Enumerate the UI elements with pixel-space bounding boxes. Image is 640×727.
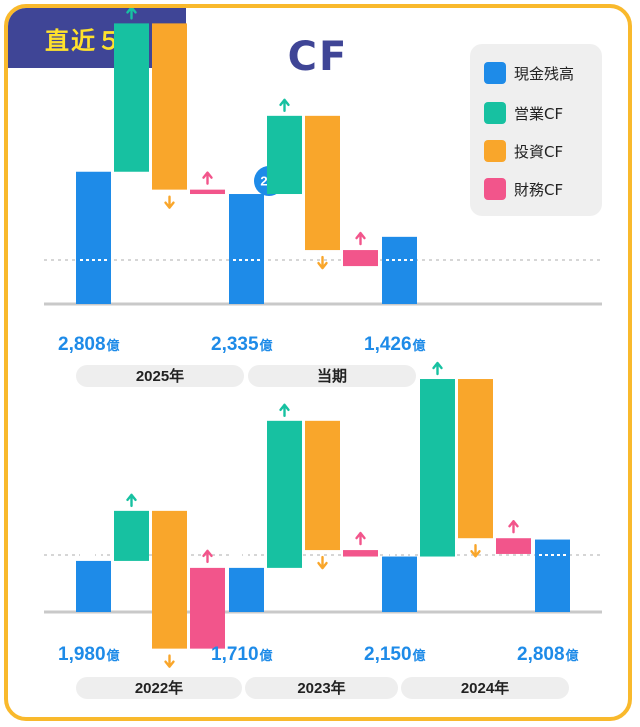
cash-bar [229,194,264,304]
legend-item-investing: 投資CF [484,140,563,162]
period-pill [76,365,244,387]
investing-arrow [317,255,328,270]
operating-bar [267,420,302,568]
chart-title: CF [287,34,349,80]
financing-bar [343,250,378,267]
legend-label-investing: 投資CF [514,142,564,161]
financing-arrow [202,549,213,564]
financing-arrow [355,531,366,546]
legend-label-operating: 営業CF [514,104,564,123]
financing-arrow [202,171,213,185]
operating-bar [420,379,455,557]
panel-2: 1,980億 2022年 1,710億 2023年 2,150億 2024年 2,808億 [44,379,602,699]
operating-arrow-shape [126,8,137,20]
financing-arrow [508,520,519,534]
cash-value-label: 2,808億 [58,334,120,355]
financing-bar [343,550,378,557]
cash-bar [382,556,417,612]
cash-value-label: 1,426億 [364,334,426,355]
operating-arrow-shape [279,98,290,113]
operating-arrow-shape [279,403,290,418]
unit-label: 億 [107,338,120,353]
unit-label: 億 [260,648,273,663]
period-label: 当期 [317,367,347,385]
legend-swatch-financing [484,178,506,200]
investing-bar [458,379,493,539]
unit-label: 億 [413,648,426,663]
period-label: 2022年 [135,679,183,697]
investing-bar [305,115,340,251]
investing-arrow-shape [164,195,175,209]
waterfall-chart: 2,808億2025年2,335億2Q当期1,426億1,980億2022年1,… [44,8,602,699]
unit-label: 億 [566,648,579,663]
legend-label-financing: 財務CF [514,180,564,199]
financing-arrow-shape [355,231,366,246]
investing-arrow-shape [317,555,328,570]
operating-arrow [126,493,137,508]
unit-label: 億 [413,338,426,353]
operating-arrow-shape [432,361,443,376]
operating-bar [267,115,302,195]
investing-arrow-shape [317,255,328,270]
financing-bar [190,567,225,649]
financing-arrow-shape [202,549,213,564]
investing-arrow [164,195,175,209]
legend-label-cash: 現金残高 [514,64,575,83]
period-pill [248,365,416,387]
investing-bar [152,510,187,649]
financing-bar [496,538,531,554]
cash-bar [229,567,264,612]
period-label: 2023年 [297,679,345,697]
legend-item-cash: 現金残高 [484,62,574,84]
cash-value-label: 2,150億 [364,644,426,665]
investing-bar [305,420,340,551]
cash-bar [382,236,417,304]
card: 直近５期 CF 現金残高 営業CF 投資CF 財務CF 2,808億 2025年 2… [4,4,632,721]
operating-bar [114,23,149,172]
investing-arrow [164,654,175,668]
legend-item-financing: 財務CF [484,178,563,200]
period-pill [401,677,569,699]
legend-swatch-cash [484,62,506,84]
investing-arrow [470,544,481,558]
financing-arrow-shape [355,531,366,546]
legend: 現金残高 営業CF 投資CF 財務CF [470,44,602,216]
unit-label: 億 [260,338,273,353]
legend-swatch-operating [484,102,506,124]
financing-arrow [355,231,366,246]
operating-arrow [279,98,290,113]
period-pill [245,677,398,699]
cash-bar [76,171,111,304]
operating-bar [114,510,149,561]
investing-arrow-shape [470,544,481,558]
cash-bar [535,539,570,612]
period-label: 2025年 [136,367,184,385]
cash-value-label: 2,808億 [517,644,579,665]
investing-arrow [317,555,328,570]
financing-arrow-shape [508,520,519,534]
operating-arrow [126,8,137,20]
legend-swatch-investing [484,140,506,162]
legend-item-operating: 営業CF [484,102,563,124]
cash-bar [76,560,111,612]
period-pill [76,677,242,699]
cash-value-label: 1,710億 [211,644,273,665]
financing-bar [190,189,225,195]
period-label: 2024年 [461,679,509,697]
operating-arrow [279,403,290,418]
operating-arrow [432,361,443,376]
cash-value-label: 1,980億 [58,644,120,665]
investing-arrow-shape [164,654,175,668]
financing-arrow-shape [202,171,213,185]
operating-arrow-shape [126,493,137,508]
investing-bar [152,23,187,190]
cash-value-label: 2,335億 [211,334,273,355]
unit-label: 億 [107,648,120,663]
